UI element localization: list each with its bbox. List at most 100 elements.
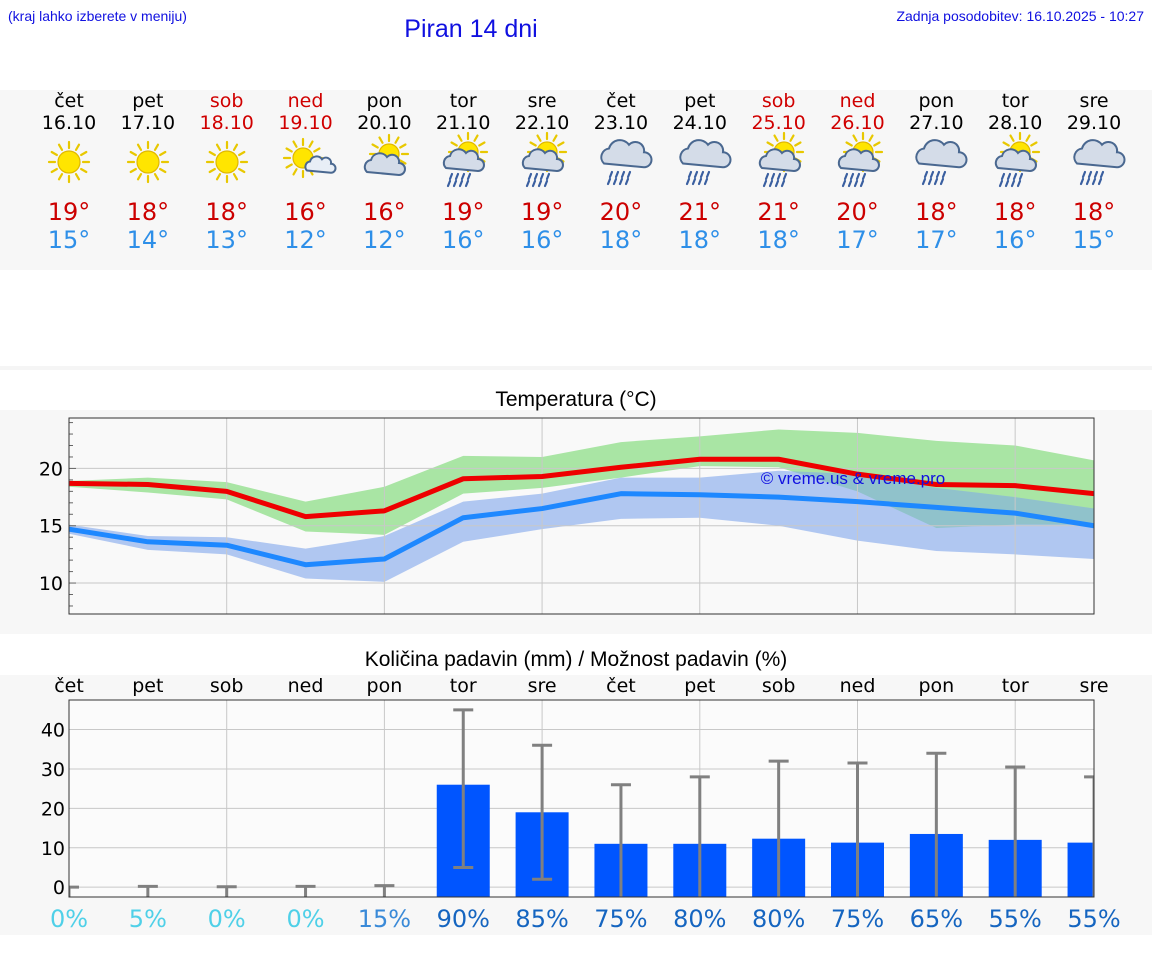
min-temperature: 16° (441, 226, 485, 254)
day-column: sre 22.10 19° 16° (502, 90, 582, 270)
max-range-band (69, 429, 1094, 535)
day-name: sre (527, 90, 557, 112)
precipitation-probability-label: 0% (208, 905, 246, 933)
y-tick-label: 30 (41, 759, 65, 781)
min-temperature: 17° (836, 226, 879, 254)
day-column: tor 21.10 19° 16° (423, 90, 503, 270)
sun-icon (47, 140, 91, 184)
day-label: ned (288, 675, 324, 697)
section-divider (0, 366, 1152, 370)
day-name: tor (1001, 90, 1029, 112)
precipitation-probability-label: 75% (831, 905, 884, 933)
precipitation-bar (1067, 842, 1094, 897)
day-date: 22.10 (514, 112, 570, 134)
temperature-chart-title: Temperatura (°C) (495, 388, 657, 411)
precipitation-probability-label: 55% (1067, 905, 1120, 933)
day-column: pon 27.10 18° 17° (896, 90, 976, 270)
day-date: 28.10 (987, 112, 1043, 134)
max-temperature: 16° (363, 198, 406, 226)
day-name: sre (1079, 90, 1109, 112)
max-temperature: 20° (599, 198, 643, 226)
min-temperature: 18° (757, 226, 800, 254)
cloud-rain-icon (679, 139, 732, 186)
day-date: 16.10 (41, 112, 97, 134)
day-label: pon (367, 675, 403, 697)
precipitation-probability-label: 15% (358, 905, 411, 933)
min-temperature: 14° (126, 226, 170, 254)
cloud-rain-icon (600, 139, 653, 186)
last-updated: Zadnja posodobitev: 16.10.2025 - 10:27 (896, 8, 1144, 24)
sun-icon (126, 140, 169, 184)
y-tick-label: 20 (41, 798, 65, 820)
max-temperature: 19° (520, 198, 564, 226)
day-column: ned 26.10 20° 17° (818, 90, 898, 270)
max-temperature: 20° (836, 198, 879, 226)
cloud-rain-icon (1073, 139, 1126, 186)
sun-cloud-rain-icon (443, 131, 489, 188)
day-column: čet 23.10 20° 18° (581, 90, 661, 270)
min-temperature: 16° (993, 226, 1037, 254)
day-column: tor 28.10 18° 16° (975, 90, 1055, 270)
max-temperature: 18° (993, 198, 1037, 226)
y-tick-label: 20 (39, 458, 63, 480)
day-date: 23.10 (593, 112, 649, 134)
plot-frame (68, 417, 1095, 615)
max-temperature-line (68, 456, 1095, 520)
day-label: pet (684, 675, 715, 697)
day-column: sob 18.10 18° 13° (187, 90, 267, 270)
day-date: 18.10 (199, 112, 254, 134)
day-label: pon (918, 675, 954, 697)
min-temperature: 15° (1072, 226, 1116, 254)
max-temperature: 18° (126, 198, 170, 226)
day-name: pet (684, 90, 716, 112)
day-column: sre 29.10 18° 15° (1054, 90, 1134, 270)
day-label: čet (606, 675, 636, 697)
y-tick-label: 40 (41, 720, 65, 742)
day-label: pet (132, 675, 163, 697)
sun-cloud-rain-icon (521, 131, 568, 188)
min-temperature: 18° (678, 226, 722, 254)
day-name: čet (606, 90, 636, 112)
day-date: 25.10 (751, 112, 806, 134)
y-tick-label: 10 (41, 838, 65, 860)
temperature-chart: 10 15 20 © vreme.us & vreme.pro (39, 417, 1095, 615)
day-date: 26.10 (830, 112, 885, 134)
precipitation-probability-label: 85% (515, 905, 568, 933)
sun-cloud-icon (364, 133, 410, 177)
sun-icon (205, 140, 248, 184)
day-name: pon (366, 90, 403, 112)
day-name: tor (449, 90, 477, 112)
page-title: Piran 14 dni (404, 15, 538, 43)
max-temperature: 21° (757, 198, 800, 226)
precipitation-probability-label: 80% (752, 905, 805, 933)
day-name: pet (132, 90, 164, 112)
max-temperature: 19° (47, 198, 91, 226)
day-date: 24.10 (672, 112, 727, 134)
day-name: ned (839, 90, 876, 112)
day-name: pon (918, 90, 955, 112)
y-tick-label: 0 (53, 877, 65, 899)
sun-cloud-rain-icon (995, 131, 1041, 188)
location-menu-note: (kraj lahko izberete v meniju) (8, 8, 187, 24)
day-date: 20.10 (357, 112, 412, 134)
plot-frame (68, 699, 1095, 898)
precipitation-probability-label: 65% (910, 905, 963, 933)
min-temperature: 12° (284, 226, 327, 254)
day-label: tor (1002, 675, 1029, 697)
day-label: sre (1080, 675, 1109, 697)
precipitation-probability-label: 80% (673, 905, 726, 933)
day-name: ned (287, 90, 324, 112)
day-column: ned 19.10 16° 12° (266, 90, 346, 270)
day-date: 19.10 (278, 112, 333, 134)
cloud-rain-icon (915, 139, 968, 186)
grid-lines (69, 418, 1094, 614)
max-temperature: 18° (205, 198, 248, 226)
y-tick-label: 15 (39, 516, 63, 538)
day-label: ned (840, 675, 876, 697)
max-temperature: 16° (284, 198, 327, 226)
day-column: pet 24.10 21° 18° (660, 90, 740, 270)
day-label: tor (450, 675, 477, 697)
min-temperature-line (68, 491, 1095, 568)
watermark: © vreme.us & vreme.pro (761, 469, 945, 488)
sun-cloud-rain-icon (837, 131, 883, 188)
